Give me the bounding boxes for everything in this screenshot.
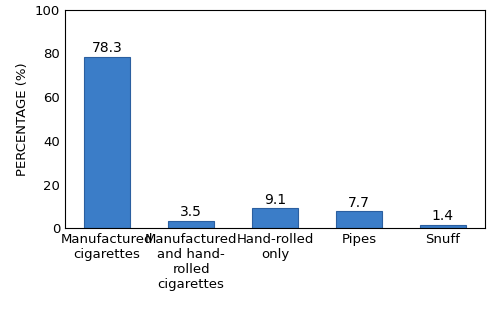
Text: 7.7: 7.7 [348,196,370,210]
Bar [252,208,298,228]
Text: 1.4: 1.4 [432,209,454,223]
Bar [336,211,382,228]
Bar [168,221,214,228]
Text: 3.5: 3.5 [180,205,202,219]
Y-axis label: PERCENTAGE (%): PERCENTAGE (%) [16,62,30,176]
Text: 78.3: 78.3 [92,41,122,55]
Bar [420,225,466,228]
Bar [84,57,130,228]
Text: 9.1: 9.1 [264,193,286,207]
